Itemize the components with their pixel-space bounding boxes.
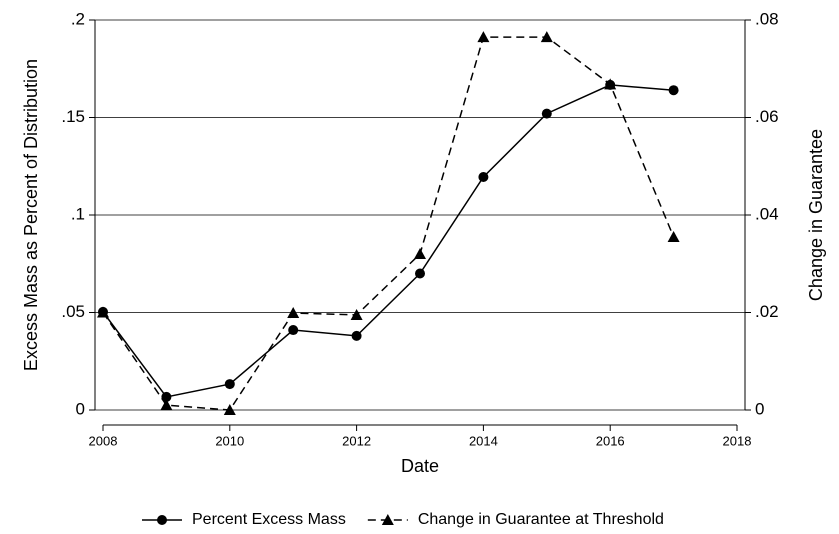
x-tick-label: 2018 [723, 433, 752, 448]
y-tick-label: 0 [76, 399, 85, 418]
data-point [97, 306, 109, 318]
legend-marker [381, 514, 394, 525]
data-point [350, 308, 363, 320]
legend-label: Percent Excess Mass [192, 511, 346, 528]
y-tick-label: .1 [71, 204, 85, 223]
x-tick-label: 2012 [342, 433, 371, 448]
x-tick-label: 2016 [596, 433, 625, 448]
y-tick-label: .05 [61, 302, 85, 321]
legend-marker [157, 515, 167, 525]
x-tick-label: 2014 [469, 433, 498, 448]
data-point [540, 31, 553, 43]
y2-tick-label: .06 [755, 107, 779, 126]
series-line [102, 84, 674, 398]
y2-tick-label: .02 [755, 302, 779, 321]
y2-axis-title: Change in Guarantee [806, 129, 826, 301]
data-point [414, 248, 426, 259]
y-axis-title: Excess Mass as Percent of Distribution [21, 59, 41, 371]
x-tick-label: 2010 [215, 433, 244, 448]
data-point [541, 108, 552, 119]
data-point [160, 399, 173, 411]
data-point [604, 78, 617, 90]
data-point [477, 31, 490, 43]
data-point [415, 268, 425, 279]
y-tick-label: .15 [61, 107, 85, 126]
data-point [223, 404, 236, 415]
y2-tick-label: .08 [755, 9, 779, 28]
data-point [287, 306, 300, 318]
data-point [161, 391, 172, 402]
y2-tick-label: 0 [755, 399, 764, 418]
legend-label: Change in Guarantee at Threshold [418, 511, 664, 528]
series-line [102, 36, 675, 411]
x-tick-label: 2008 [89, 433, 118, 448]
data-point [478, 171, 489, 182]
y-tick-label: .2 [71, 9, 85, 28]
data-point [288, 325, 299, 336]
data-point [668, 85, 679, 96]
x-axis-title: Date [401, 456, 439, 476]
data-point [224, 379, 235, 390]
y2-tick-label: .04 [755, 204, 779, 223]
data-point [667, 230, 680, 242]
data-point [351, 330, 362, 341]
